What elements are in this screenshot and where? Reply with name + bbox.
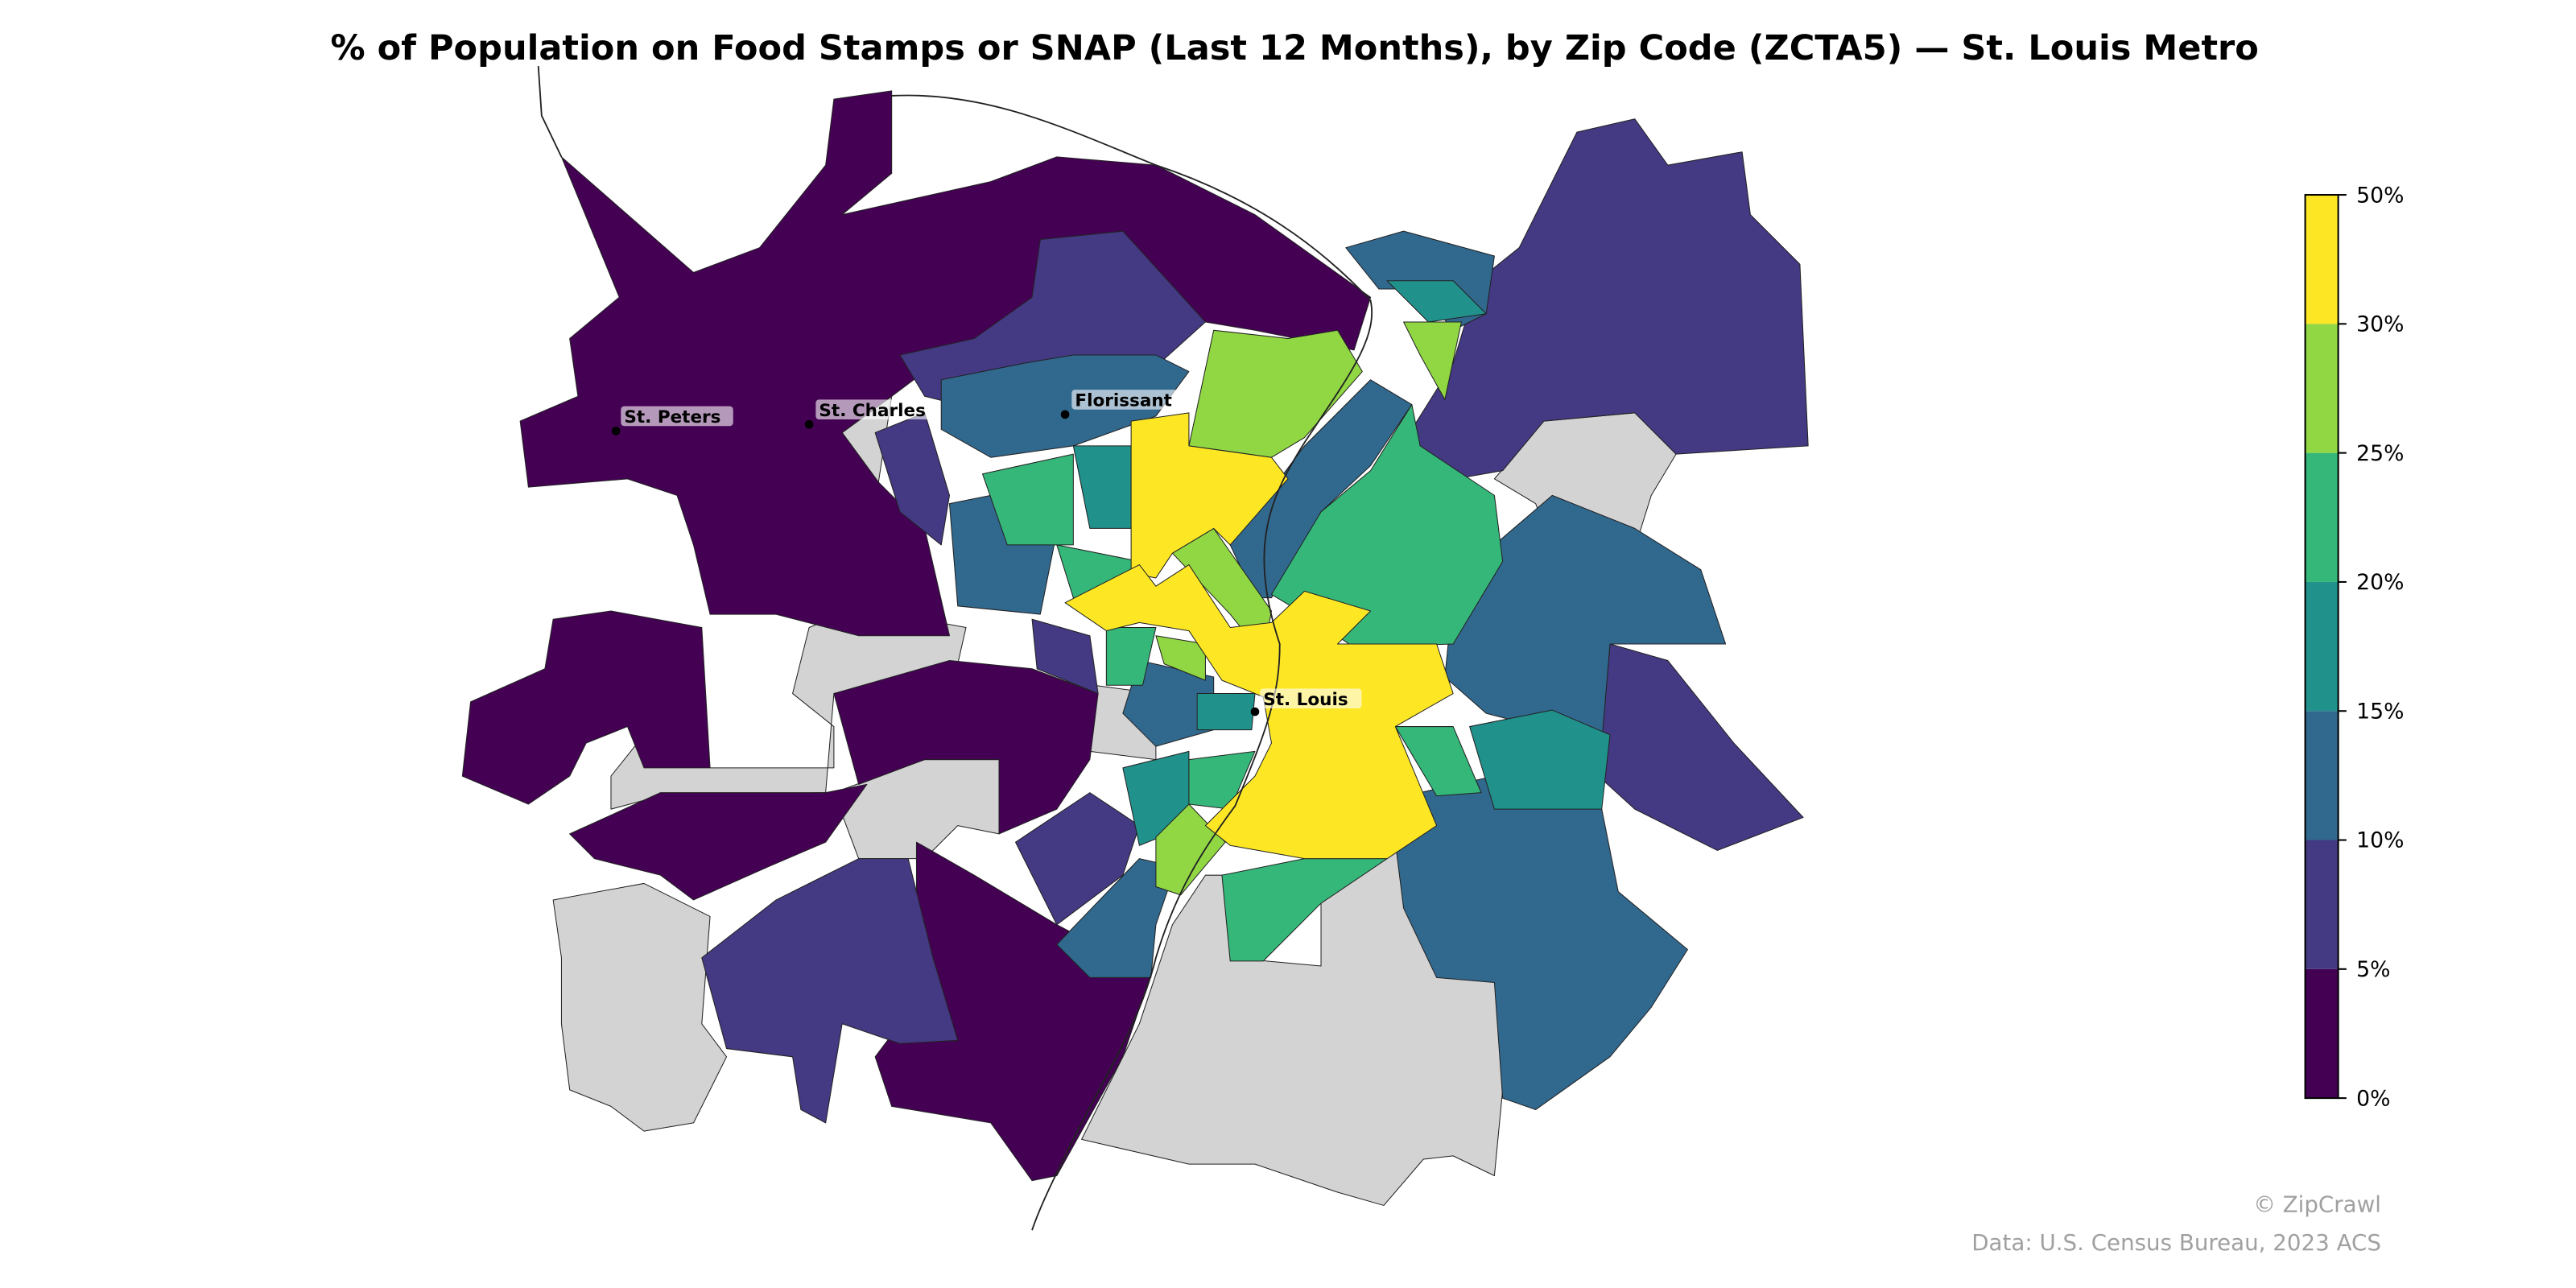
map-title: % of Population on Food Stamps or SNAP (… <box>331 28 2259 68</box>
city-marker-dot <box>611 427 621 436</box>
zip-region <box>701 858 959 1124</box>
city-marker-dot <box>804 419 814 429</box>
zip-region <box>1105 626 1157 686</box>
city-marker-dot <box>1250 707 1260 716</box>
city-label: Florissant <box>1075 391 1172 411</box>
zip-region <box>1394 775 1688 1110</box>
colorbar-tick-label: 50% <box>2356 183 2404 208</box>
zip-region <box>461 610 711 805</box>
zip-region <box>1188 329 1363 458</box>
colorbar-segment <box>2305 324 2339 453</box>
city-label: St. Peters <box>624 407 720 427</box>
colorbar-tick-label: 30% <box>2356 312 2404 337</box>
zip-region <box>833 659 1099 835</box>
colorbar-segment <box>2305 195 2339 324</box>
rivers <box>537 65 1373 1231</box>
city-label-background <box>815 399 939 420</box>
zip-region <box>1386 280 1487 323</box>
zip-region-no-data <box>552 882 728 1132</box>
zip-regions <box>461 90 1809 1206</box>
zip-region <box>1403 321 1462 400</box>
colorbar-segment <box>2305 968 2339 1099</box>
city-label: St. Louis <box>1263 690 1348 710</box>
colorbar-tick-label: 20% <box>2356 570 2404 595</box>
zip-region <box>1196 693 1256 731</box>
colorbar-tick-label: 15% <box>2356 699 2404 724</box>
colorbar-segment <box>2305 840 2339 969</box>
city-markers: St. Peters St. Charles Florissant St. Louis <box>611 390 1362 716</box>
zip-region <box>1155 635 1206 681</box>
zip-region <box>1064 564 1454 860</box>
city-marker-dot <box>1060 410 1070 419</box>
source-text: Data: U.S. Census Bureau, 2023 ACS <box>1971 1229 2381 1256</box>
zip-region <box>1056 858 1177 978</box>
zip-region <box>1015 792 1140 926</box>
zip-region <box>1411 118 1809 483</box>
zip-region <box>1598 643 1804 851</box>
river-line <box>537 65 563 158</box>
zip-region <box>981 453 1074 546</box>
zip-region <box>1072 445 1132 529</box>
zip-region <box>569 783 868 901</box>
city-label: St. Charles <box>819 401 925 421</box>
colorbar-legend: 0% 5% 10% 15% 20% 25% 30% 50% <box>2304 183 2404 1111</box>
colorbar-segment <box>2305 581 2339 712</box>
zip-region <box>1031 618 1099 695</box>
colorbar-segment <box>2305 711 2339 840</box>
colorbar-segment <box>2305 452 2339 582</box>
colorbar-tick-label: 25% <box>2356 441 2404 466</box>
zip-region <box>1444 494 1727 744</box>
zip-region <box>1394 726 1482 797</box>
colorbar-tick-label: 10% <box>2356 828 2404 853</box>
city-label-background <box>1260 688 1362 708</box>
colorbar-frame <box>2304 194 2339 1100</box>
credit-text: © ZipCrawl <box>2253 1191 2381 1218</box>
city-label-background <box>621 406 733 427</box>
zip-region <box>1469 709 1611 810</box>
colorbar-tick-label: 5% <box>2356 957 2390 982</box>
city-label-background <box>1071 390 1184 410</box>
colorbar-tick-label: 0% <box>2356 1086 2390 1111</box>
mississippi-river-line <box>891 94 1373 1231</box>
